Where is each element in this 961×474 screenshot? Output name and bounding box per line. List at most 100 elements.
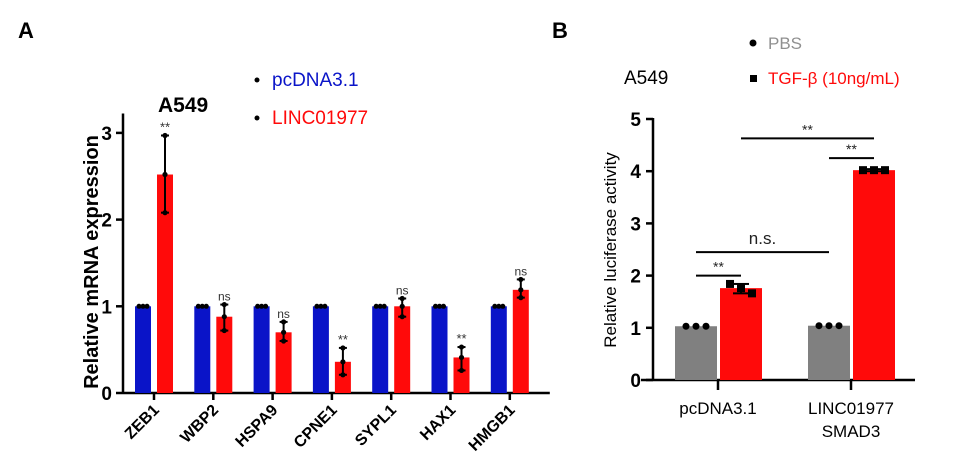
significance-label: n.s. [749,229,776,248]
data-point [263,303,269,309]
significance-label: ** [713,259,724,275]
x-tick-label: WBP2 [177,402,222,447]
data-point [281,329,287,335]
panel-b-ylabel: Relative luciferase activity [601,152,620,348]
bar-linc01977 [157,174,173,393]
data-point [815,322,823,330]
bar-linc01977 [216,316,233,393]
data-point [433,303,438,309]
panel-a-ylabel: Relative mRNA expression [81,135,103,389]
bar-pcdna3.1 [431,306,448,393]
data-point [726,279,734,288]
data-point [458,344,465,350]
y-tick-label: 0 [630,371,641,392]
significance-label: ns [396,283,409,297]
data-point [518,287,524,293]
data-point [322,303,328,309]
data-point [859,166,867,175]
bar-linc01977 [512,289,529,393]
legend-label-pbs: PBS [768,34,802,53]
data-point [221,327,227,334]
data-point [692,322,700,330]
data-point [136,303,142,309]
x-tick-label: ZEB1 [122,402,163,443]
data-point [702,322,710,330]
data-point [381,303,387,309]
data-point [203,303,209,309]
data-point [496,303,502,309]
x-tick-label: SYPL1 [352,402,400,450]
significance-label: ** [456,331,466,346]
data-point [492,303,498,309]
legend-marker-pcdna [254,77,260,83]
bar-pbs [808,325,850,380]
legend-label-tgf: TGF-β (10ng/mL) [768,69,900,88]
legend-marker-pbs [749,39,757,47]
y-tick-label: 0 [101,384,112,405]
data-point [373,303,379,309]
data-point [162,132,168,139]
data-point [259,303,265,309]
data-point [881,166,889,175]
x-tick-label: HMGB1 [466,402,519,455]
bar-linc01977 [275,332,292,393]
data-point [162,210,168,216]
panel-a-title: A549 [158,94,208,117]
panel-b-plot: 0 1 2 3 4 5 pcDNA3.1 LINC01977 SMAD3 ** n.s. ** ** [630,110,915,441]
y-tick-label: 2 [101,211,112,232]
data-point [318,303,324,309]
bar-pcdna3.1 [194,306,211,393]
data-point [458,354,465,361]
panel-b-title: A549 [624,68,668,89]
y-tick-label: 2 [630,267,641,288]
data-point [441,303,446,309]
bar-pcdna3.1 [490,306,507,393]
y-tick-label: 1 [101,297,112,318]
significance-label: ** [338,332,348,347]
significance-label: ns [277,307,290,321]
data-point [199,303,205,309]
data-point [399,295,405,302]
data-point [162,171,168,178]
panel-b-label: B [552,18,568,43]
x-tick-label: pcDNA3.1 [679,399,756,418]
panel-a-label: A [18,18,34,43]
bar-pcdna3.1 [372,306,389,393]
x-tick-label: HSPA9 [233,402,282,451]
significance-label: ** [846,141,857,157]
y-tick-label: 3 [630,214,641,235]
data-point [737,284,745,293]
data-point [140,303,146,309]
data-point [399,314,405,320]
data-point [870,166,878,175]
data-point [221,314,227,320]
legend-label-linc: LINC01977 [272,108,368,129]
data-point [835,322,843,330]
bar-pbs [675,326,717,380]
data-point [377,303,383,309]
data-point [340,359,346,365]
bar-tgf-beta [853,170,895,380]
x-tick-label: HAX1 [417,402,459,444]
data-point [255,303,261,309]
significance-label: ns [218,290,231,304]
y-tick-label: 1 [630,319,641,340]
y-tick-label: 3 [101,124,112,145]
bar-pcdna3.1 [253,306,270,393]
bar-linc01977 [334,361,351,393]
data-point [340,372,346,378]
y-tick-label: 4 [630,162,641,183]
significance-label: ns [514,264,527,278]
panel-a-plot: 0 1 2 3 ZEB1 ** WBP2 ns HSPA9 ns CPNE1 ** SYPL1 ns HAX… [101,113,550,455]
data-point [437,303,442,309]
data-point [748,289,756,298]
data-point [144,303,150,309]
data-point [500,303,506,309]
data-point [281,338,287,344]
data-point [221,301,227,308]
x-tick-label: SMAD3 [822,422,881,441]
data-point [195,303,201,309]
data-point [281,319,287,325]
